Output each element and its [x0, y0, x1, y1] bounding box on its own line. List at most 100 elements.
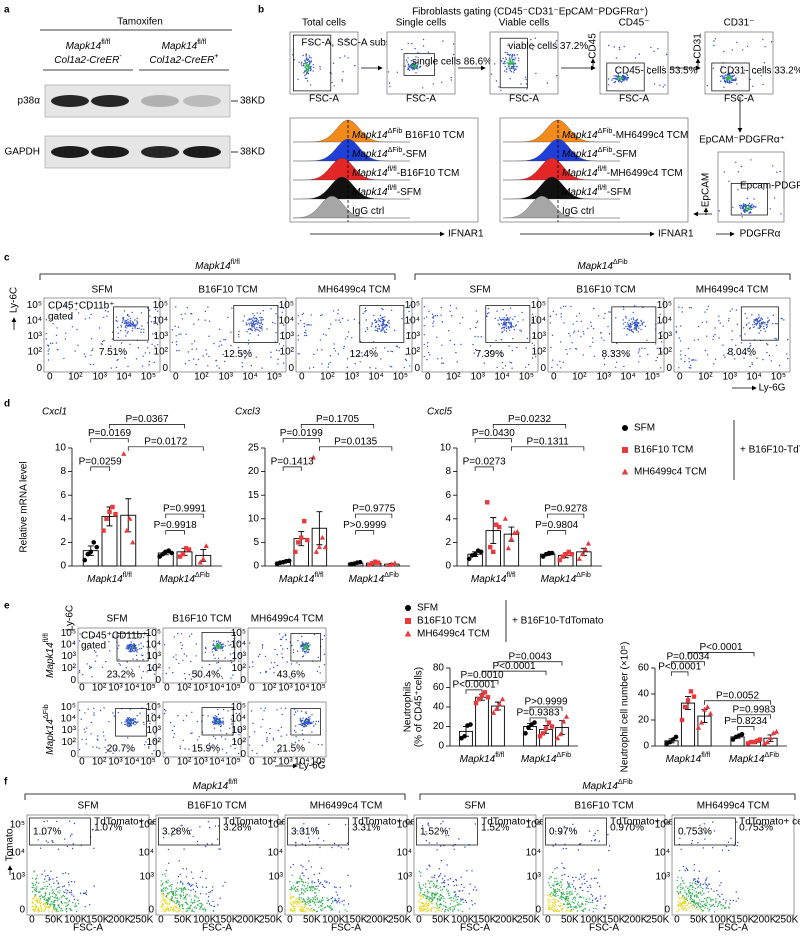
event-dot: [306, 650, 307, 651]
panel-label: e: [4, 601, 10, 612]
event-dot: [382, 328, 383, 329]
annotation: P=0.0232: [508, 414, 552, 425]
event-dot: [728, 181, 729, 182]
event-dot: [45, 905, 46, 906]
event-dot: [464, 846, 465, 847]
event-dot: [598, 869, 599, 870]
event-dot: [139, 648, 140, 649]
event-dot: [745, 313, 746, 314]
event-dot: [707, 85, 708, 86]
event-dot: [688, 895, 689, 896]
event-dot: [68, 884, 69, 885]
event-dot: [293, 907, 294, 908]
event-dot: [589, 830, 590, 831]
event-dot: [137, 328, 138, 329]
event-dot: [592, 337, 593, 338]
event-dot: [516, 66, 517, 67]
event-dot: [573, 897, 574, 898]
label: B16F10 TCM: [187, 801, 246, 812]
event-dot: [135, 645, 136, 646]
event-dot: [507, 62, 508, 63]
event-dot: [303, 646, 304, 647]
event-dot: [638, 350, 639, 351]
event-dot: [420, 895, 421, 896]
gate-label: 1.52%: [481, 823, 509, 834]
event-dot: [469, 908, 470, 909]
event-dot: [549, 885, 550, 886]
axis-label: FSC-A: [309, 94, 339, 105]
event-dot: [448, 908, 449, 909]
event-dot: [127, 718, 128, 719]
event-dot: [176, 659, 177, 660]
event-dot: [292, 875, 293, 876]
panel-label: f: [4, 777, 8, 788]
event-dot: [216, 662, 217, 663]
event-dot: [171, 889, 172, 890]
event-dot: [297, 640, 298, 641]
event-dot: [308, 878, 309, 879]
event-dot: [125, 724, 126, 725]
event-dot: [49, 898, 50, 899]
event-dot: [67, 905, 68, 906]
event-dot: [314, 896, 315, 897]
x-tick-label: 10²: [177, 757, 192, 768]
event-dot: [311, 882, 312, 883]
event-dot: [713, 363, 714, 364]
event-dot: [126, 667, 127, 668]
event-dot: [384, 332, 385, 333]
gate-label: CD31- cells 33.2%: [720, 66, 800, 77]
event-dot: [566, 910, 567, 911]
event-dot: [143, 332, 144, 333]
event-dot: [36, 882, 37, 883]
event-dot: [44, 896, 45, 897]
x-tick-label: 0: [249, 683, 255, 694]
event-dot: [324, 907, 325, 908]
event-dot: [519, 329, 520, 330]
event-dot: [105, 661, 106, 662]
y-axis-label: Relative mRNA level: [19, 461, 30, 552]
event-dot: [444, 875, 445, 876]
event-dot: [735, 77, 736, 78]
event-dot: [424, 892, 425, 893]
event-dot: [181, 889, 182, 890]
event-dot: [157, 344, 158, 345]
data-point: [358, 560, 363, 565]
event-dot: [280, 639, 281, 640]
x-tick-label: 0: [173, 372, 179, 383]
event-dot: [210, 905, 211, 906]
event-dot: [559, 911, 560, 912]
event-dot: [627, 78, 628, 79]
event-dot: [300, 718, 301, 719]
event-dot: [628, 329, 629, 330]
event-dot: [188, 360, 189, 361]
event-dot: [330, 323, 331, 324]
event-dot: [177, 882, 178, 883]
event-dot: [391, 366, 392, 367]
legend-label: SFM: [417, 603, 438, 614]
event-dot: [117, 359, 118, 360]
event-dot: [759, 317, 760, 318]
event-dot: [305, 888, 306, 889]
event-dot: [57, 900, 58, 901]
event-dot: [67, 846, 68, 847]
x-tick-label: 200K: [366, 915, 390, 926]
event-dot: [334, 886, 335, 887]
event-dot: [59, 890, 60, 891]
data-point: [503, 516, 508, 521]
event-dot: [328, 328, 329, 329]
event-dot: [181, 888, 182, 889]
event-dot: [216, 365, 217, 366]
event-dot: [439, 904, 440, 905]
event-dot: [775, 323, 776, 324]
event-dot: [453, 43, 454, 44]
event-dot: [549, 876, 550, 877]
event-dot: [290, 902, 291, 903]
event-dot: [653, 51, 654, 52]
event-dot: [572, 894, 573, 895]
event-dot: [52, 842, 53, 843]
event-dot: [676, 331, 677, 332]
axis-label: Ly-6G: [759, 383, 786, 394]
text-part: Mapk14: [45, 719, 56, 755]
event-dot: [380, 321, 381, 322]
event-dot: [305, 645, 306, 646]
